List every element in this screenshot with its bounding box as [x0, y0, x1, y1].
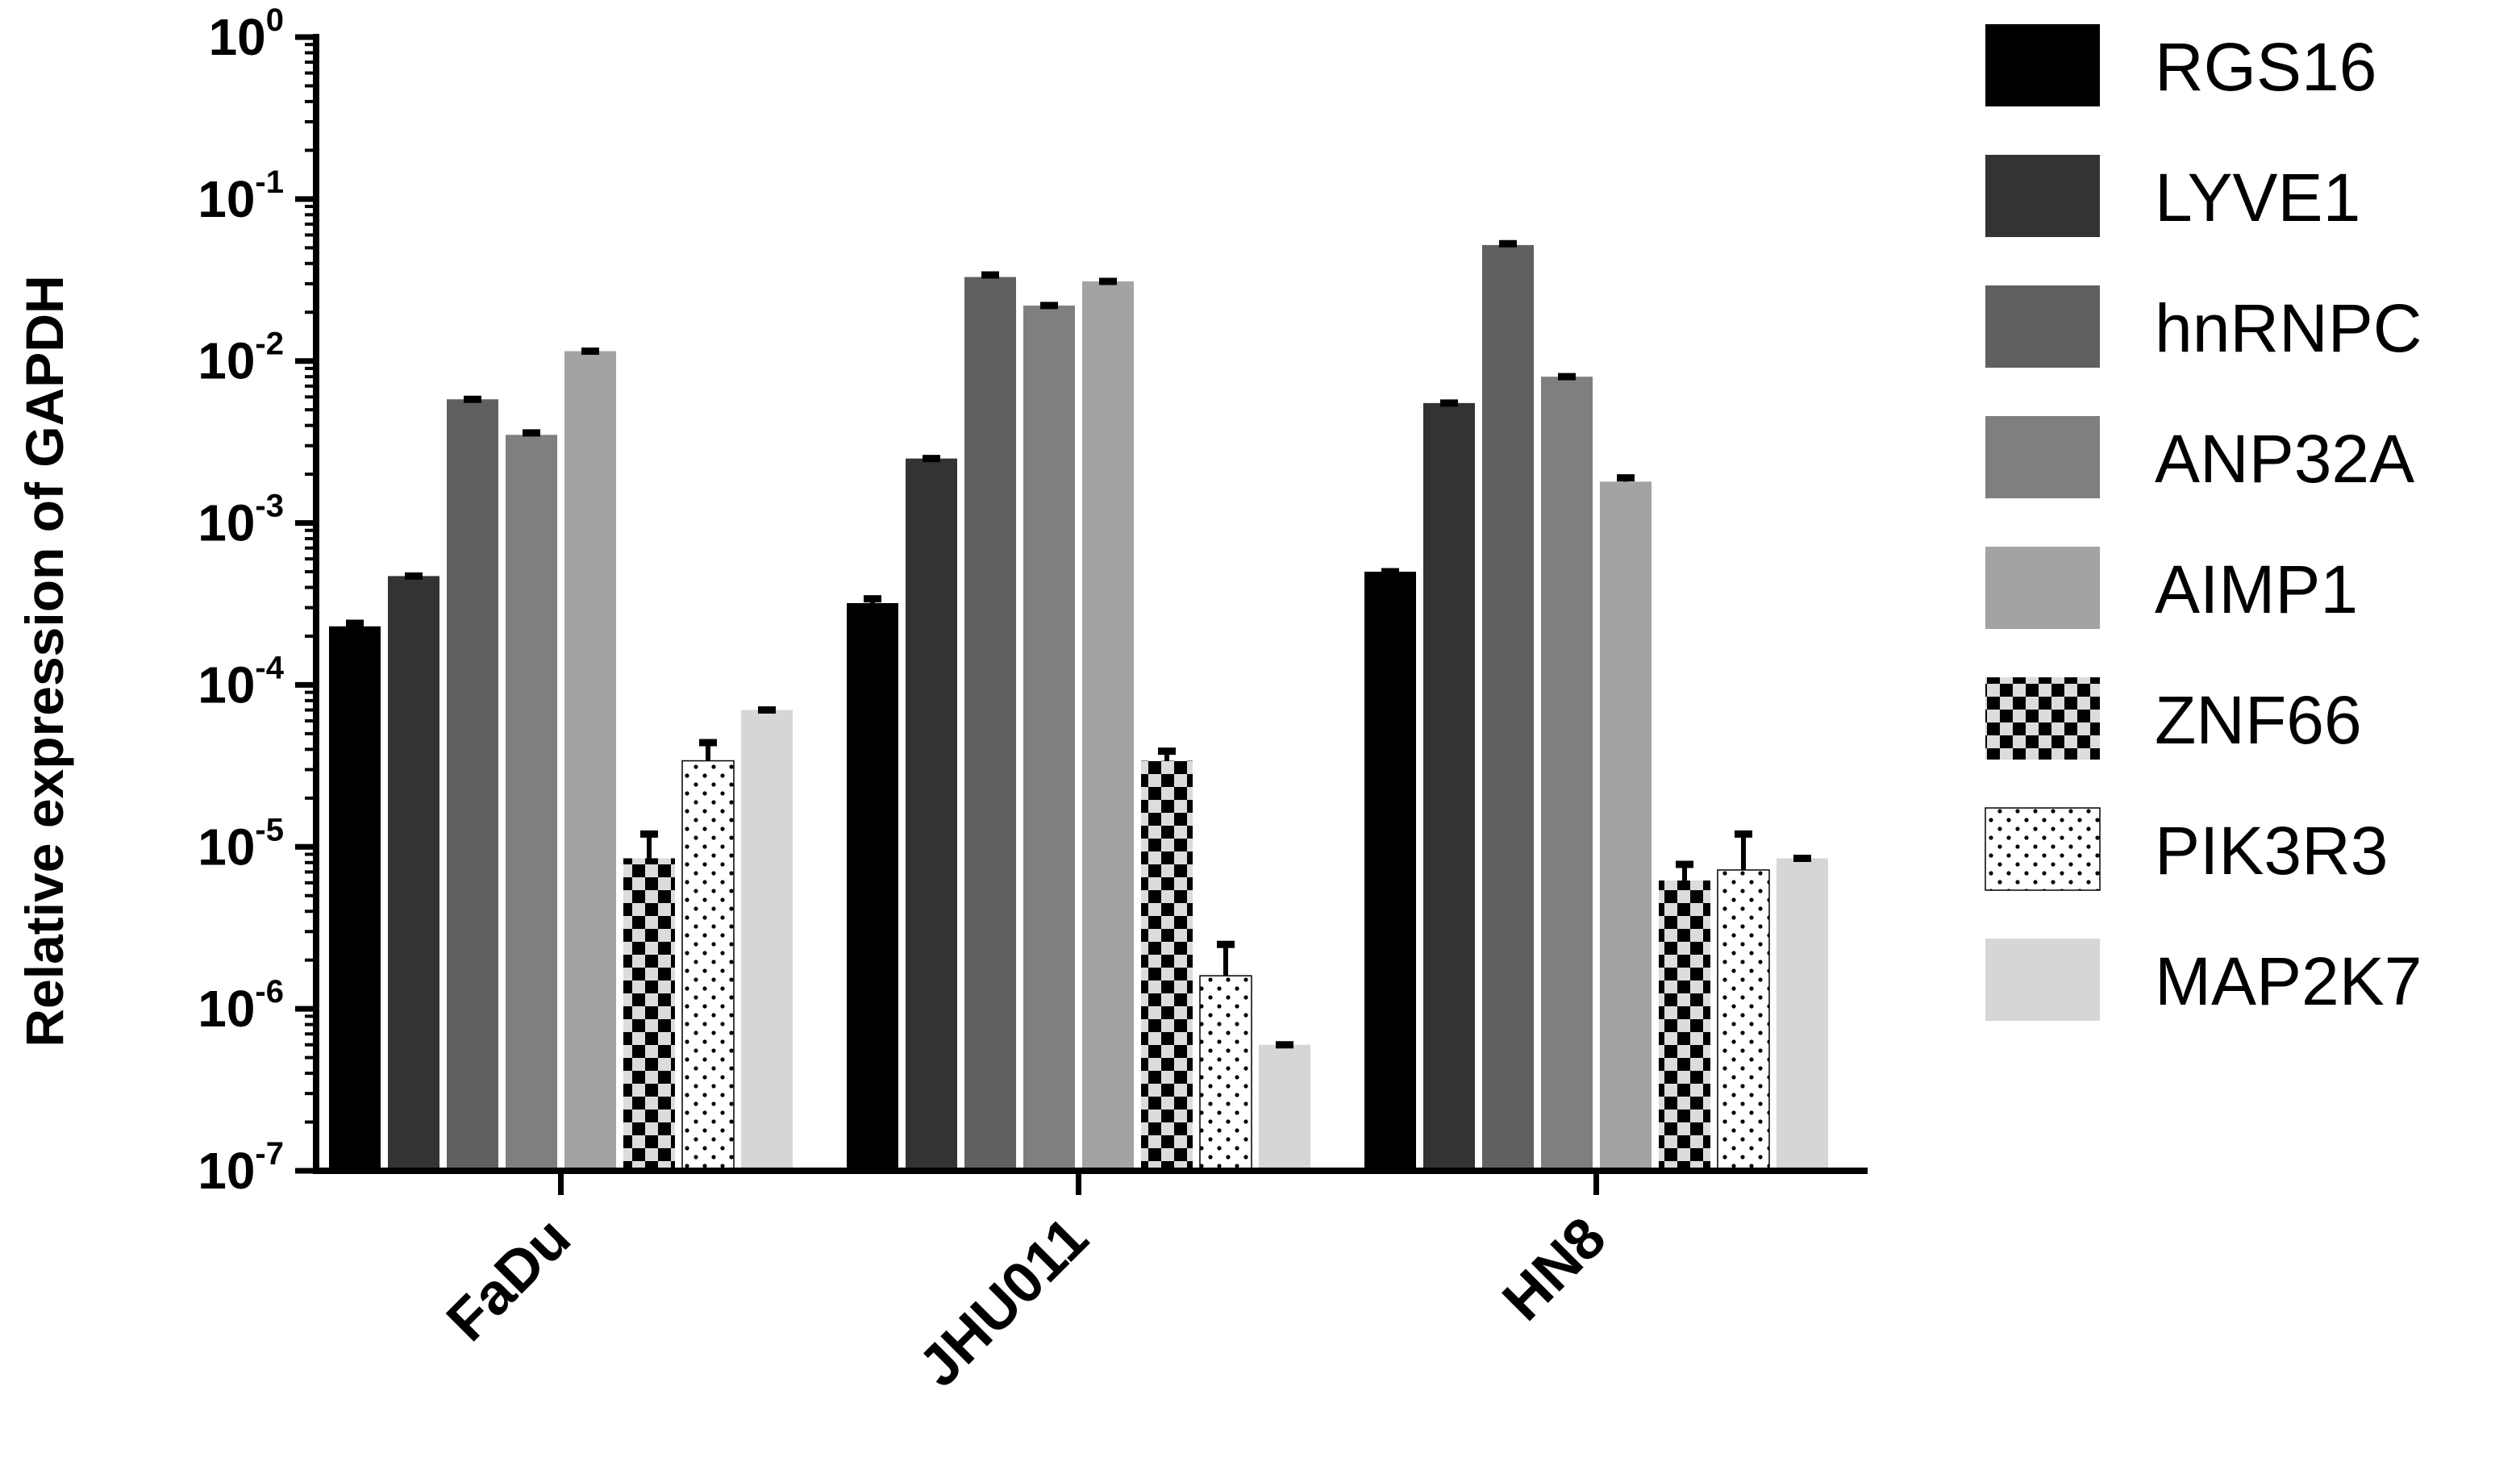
bar-map2k7-fadu — [741, 710, 793, 1171]
bar-znf66-hn8 — [1659, 880, 1710, 1171]
bar-aimp1-hn8 — [1600, 481, 1652, 1171]
axes-layer — [295, 34, 1868, 1195]
bar-lyve1-fadu — [388, 576, 439, 1171]
legend-swatch — [1985, 807, 2101, 891]
error-bar-znf66-fadu — [640, 830, 658, 859]
legend-item-hnrnpc: hnRNPC — [1985, 285, 2422, 368]
bar-rgs16-hn8 — [1364, 572, 1416, 1171]
bar-hnrnpc-fadu — [447, 399, 498, 1172]
legend-item-rgs16: RGS16 — [1985, 24, 2376, 106]
legend-swatch — [1985, 24, 2100, 106]
y-tick-label: 10-6 — [198, 974, 284, 1038]
legend-label: MAP2K7 — [2155, 943, 2422, 1019]
y-tick-label: 10-5 — [198, 812, 284, 876]
bar-anp32a-hn8 — [1541, 377, 1593, 1172]
legend-label: LYVE1 — [2155, 160, 2360, 235]
y-tick-label: 10-7 — [198, 1136, 284, 1200]
bar-pik3r3-fadu — [681, 760, 735, 1172]
bar-rgs16-jhu011 — [847, 602, 898, 1171]
legend-swatch — [1985, 677, 2100, 760]
y-tick-label: 100 — [209, 2, 284, 66]
legend-swatch — [1985, 939, 2100, 1021]
bar-hnrnpc-jhu011 — [964, 277, 1016, 1172]
legend-label: AIMP1 — [2155, 552, 2358, 627]
x-tick-label-jhu011: JHU011 — [906, 1205, 1101, 1400]
legend-label: ZNF66 — [2155, 682, 2362, 758]
legend-swatch — [1985, 547, 2100, 629]
legend-item-lyve1: LYVE1 — [1985, 155, 2360, 237]
y-tick-label: 10-1 — [198, 164, 284, 228]
y-tick-label: 10-3 — [198, 489, 284, 552]
bar-lyve1-hn8 — [1423, 402, 1475, 1172]
legend-label: RGS16 — [2155, 29, 2376, 105]
bar-map2k7-jhu011 — [1259, 1044, 1310, 1171]
y-axis-label: Relative expression of GAPDH — [15, 275, 74, 1047]
legend-label: hnRNPC — [2155, 290, 2422, 366]
bar-lyve1-jhu011 — [906, 458, 957, 1171]
bar-rgs16-fadu — [329, 626, 381, 1171]
bar-anp32a-fadu — [506, 435, 557, 1171]
bar-znf66-jhu011 — [1141, 760, 1193, 1171]
bar-pik3r3-hn8 — [1717, 869, 1770, 1172]
error-bar-pik3r3-hn8 — [1735, 830, 1752, 870]
x-tick-labels: FaDu JHU011 HN8 — [435, 1205, 1618, 1400]
error-bar-pik3r3-jhu011 — [1217, 940, 1235, 976]
legend-item-anp32a: ANP32A — [1985, 416, 2414, 498]
error-bar-znf66-jhu011 — [1158, 747, 1176, 761]
legend-item-map2k7: MAP2K7 — [1985, 939, 2422, 1021]
bar-hnrnpc-hn8 — [1482, 244, 1534, 1171]
bar-anp32a-jhu011 — [1023, 305, 1075, 1171]
x-tick-label-fadu: FaDu — [435, 1205, 583, 1354]
error-bar-pik3r3-fadu — [699, 739, 717, 761]
x-tick-label-hn8: HN8 — [1490, 1205, 1618, 1333]
legend-item-pik3r3: PIK3R3 — [1985, 807, 2389, 891]
y-tick-labels: 100 10-1 10-2 10-3 10-4 10-5 10-6 10-7 — [198, 2, 285, 1200]
error-bar-aimp1-hn8 — [1617, 474, 1635, 482]
legend-label: ANP32A — [2155, 421, 2414, 497]
legend-item-znf66: ZNF66 — [1985, 677, 2362, 760]
bar-pik3r3-jhu011 — [1199, 975, 1252, 1172]
error-bar-rgs16-jhu011 — [864, 595, 881, 603]
legend: RGS16 LYVE1 hnRNPC ANP32A AIMP1 ZNF66 PIK3R3 MA… — [1985, 24, 2422, 1021]
bar-aimp1-jhu011 — [1082, 281, 1134, 1172]
legend-swatch — [1985, 285, 2100, 368]
error-bars-layer — [346, 239, 1811, 1049]
y-tick-label: 10-4 — [198, 650, 285, 714]
legend-item-aimp1: AIMP1 — [1985, 547, 2358, 629]
legend-swatch — [1985, 416, 2100, 498]
y-tick-label: 10-2 — [198, 327, 284, 390]
legend-swatch — [1985, 155, 2100, 237]
bar-znf66-fadu — [623, 858, 675, 1171]
error-bar-znf66-hn8 — [1676, 860, 1693, 881]
bars-layer — [329, 244, 1828, 1172]
bar-map2k7-hn8 — [1776, 858, 1828, 1171]
bar-aimp1-fadu — [564, 351, 616, 1171]
legend-label: PIK3R3 — [2155, 813, 2389, 889]
